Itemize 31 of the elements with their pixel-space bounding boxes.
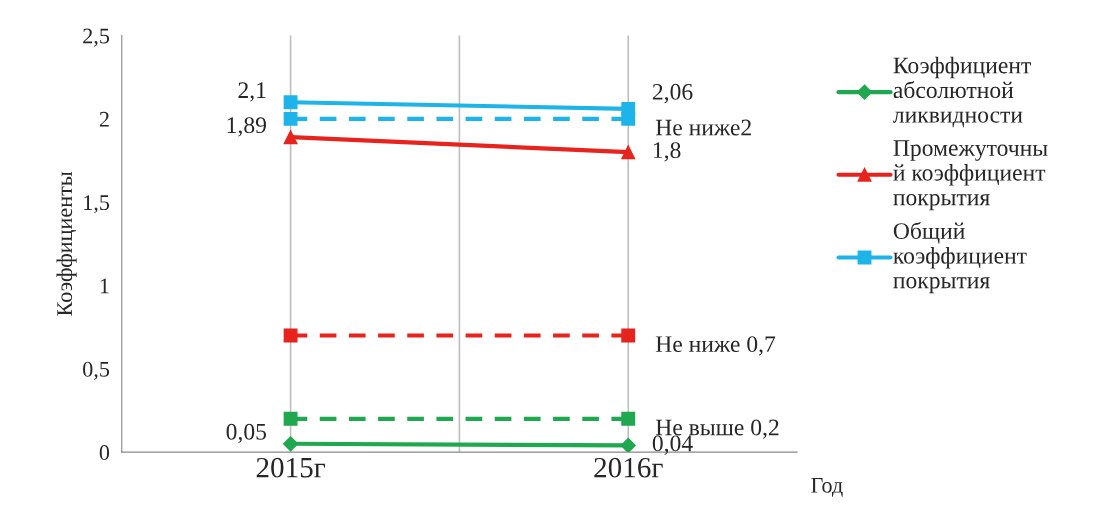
legend-label: Общий коэффициент покрытия xyxy=(893,221,1027,294)
y-tick-label: 1 xyxy=(100,278,109,294)
point xyxy=(283,436,299,452)
legend-label: Коэффициент абсолютной ликвидности xyxy=(893,56,1031,128)
y-tick-label: 2,5 xyxy=(83,28,110,47)
point xyxy=(283,95,298,110)
data-label: 0,05 xyxy=(226,423,267,444)
y-tick-label: 0 xyxy=(99,445,110,461)
y-tick-label: 2 xyxy=(99,111,109,127)
point xyxy=(283,411,298,426)
y-axis-title: Коэффициенты xyxy=(56,171,77,316)
y-tick-label: 1,5 xyxy=(84,195,110,214)
point xyxy=(283,111,298,126)
data-label: 2,1 xyxy=(238,82,266,102)
point xyxy=(621,111,636,126)
legend-label: Промежуточны й коэффициент покрытия xyxy=(893,140,1048,211)
point xyxy=(621,411,636,426)
point xyxy=(283,130,298,145)
point xyxy=(283,328,298,343)
x-tick-label: 2015г xyxy=(256,457,325,478)
annotation: Не ниже2 xyxy=(655,119,751,136)
data-label: 1,8 xyxy=(653,142,681,162)
data-label: 2,06 xyxy=(652,83,693,104)
annotation: Не ниже 0,7 xyxy=(655,336,776,356)
y-tick-label: 0,5 xyxy=(83,361,110,380)
point xyxy=(621,328,636,343)
point xyxy=(620,437,636,453)
x-axis-title: Год xyxy=(811,477,843,497)
point xyxy=(621,145,636,160)
data-label: 1,89 xyxy=(227,117,266,137)
x-tick-label: 2016г xyxy=(594,457,663,478)
